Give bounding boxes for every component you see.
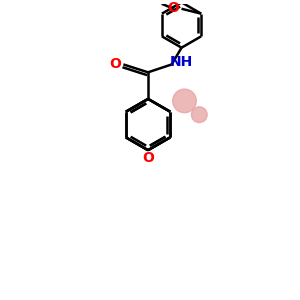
Text: O: O	[110, 57, 122, 71]
Text: NH: NH	[170, 56, 193, 70]
Circle shape	[173, 89, 196, 113]
Text: O: O	[168, 1, 179, 15]
Circle shape	[191, 107, 207, 123]
Text: O: O	[142, 151, 154, 165]
